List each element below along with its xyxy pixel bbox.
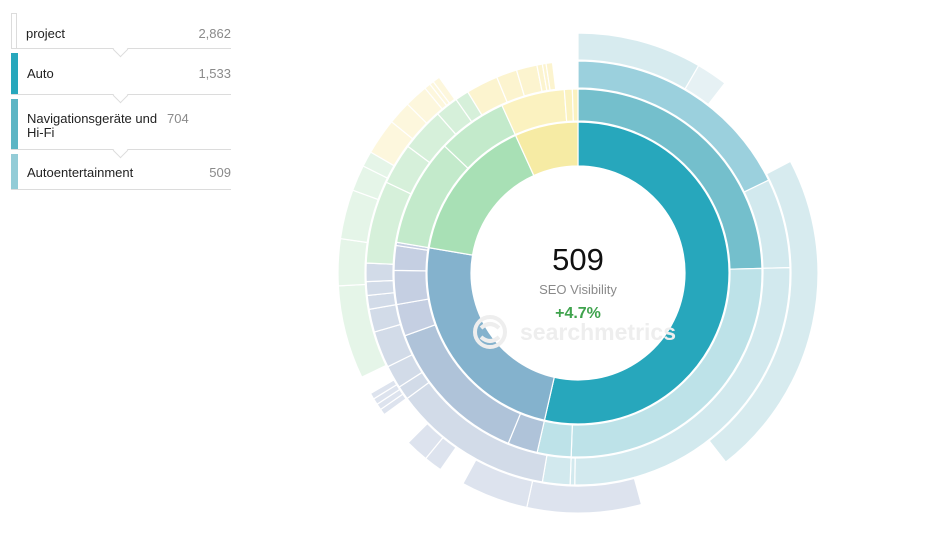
sunburst-segment-ring3-12[interactable] [365,262,394,283]
sunburst-rings [337,32,819,514]
center-label: SEO Visibility [539,282,617,297]
sunburst-segment-ring4-18[interactable] [337,237,368,287]
sunburst-segment-ring1-0[interactable] [543,121,730,425]
breadcrumb-item-auto[interactable]: Auto 1,533 [11,53,231,104]
sunburst-segment-ring4-27[interactable] [432,76,456,104]
watermark: searchmetrics [473,315,676,349]
watermark-text: searchmetrics [520,319,676,345]
breadcrumb-color-bar [11,99,18,149]
breadcrumb-value: 2,862 [198,26,231,41]
breadcrumb-color-bar [11,13,17,49]
breadcrumb-label: project [26,26,66,41]
breadcrumb-value: 1,533 [198,66,231,81]
breadcrumb-value: 704 [167,111,189,126]
breadcrumb-color-bar [11,53,18,94]
searchmetrics-logo-icon [473,315,507,349]
sunburst-segment-ring3-23[interactable] [545,61,557,91]
breadcrumb-item-navigationsgeraete[interactable]: Navigationsgeräte und Hi-Fi 704 [11,99,231,159]
sunburst-segment-ring1-3[interactable] [514,121,579,177]
sunburst-segment-ring2-13[interactable] [571,88,579,122]
center-change: +4.7% [555,305,601,322]
breadcrumb-color-bar [11,154,18,189]
sunburst-segment-ring3-11[interactable] [365,279,395,297]
breadcrumb: project 2,862 Auto 1,533 Navigationsgerä… [11,13,231,190]
breadcrumb-item-autoentertainment[interactable]: Autoentertainment 509 [11,154,231,190]
center-value: 509 [552,242,604,277]
breadcrumb-label: Auto [27,66,54,81]
breadcrumb-label: Autoentertainment [27,165,134,180]
sunburst-segment-ring2-6[interactable] [393,269,429,306]
breadcrumb-value: 509 [209,165,231,180]
breadcrumb-item-project[interactable]: project 2,862 [11,13,231,58]
breadcrumb-label: Navigationsgeräte und Hi-Fi [27,111,158,140]
